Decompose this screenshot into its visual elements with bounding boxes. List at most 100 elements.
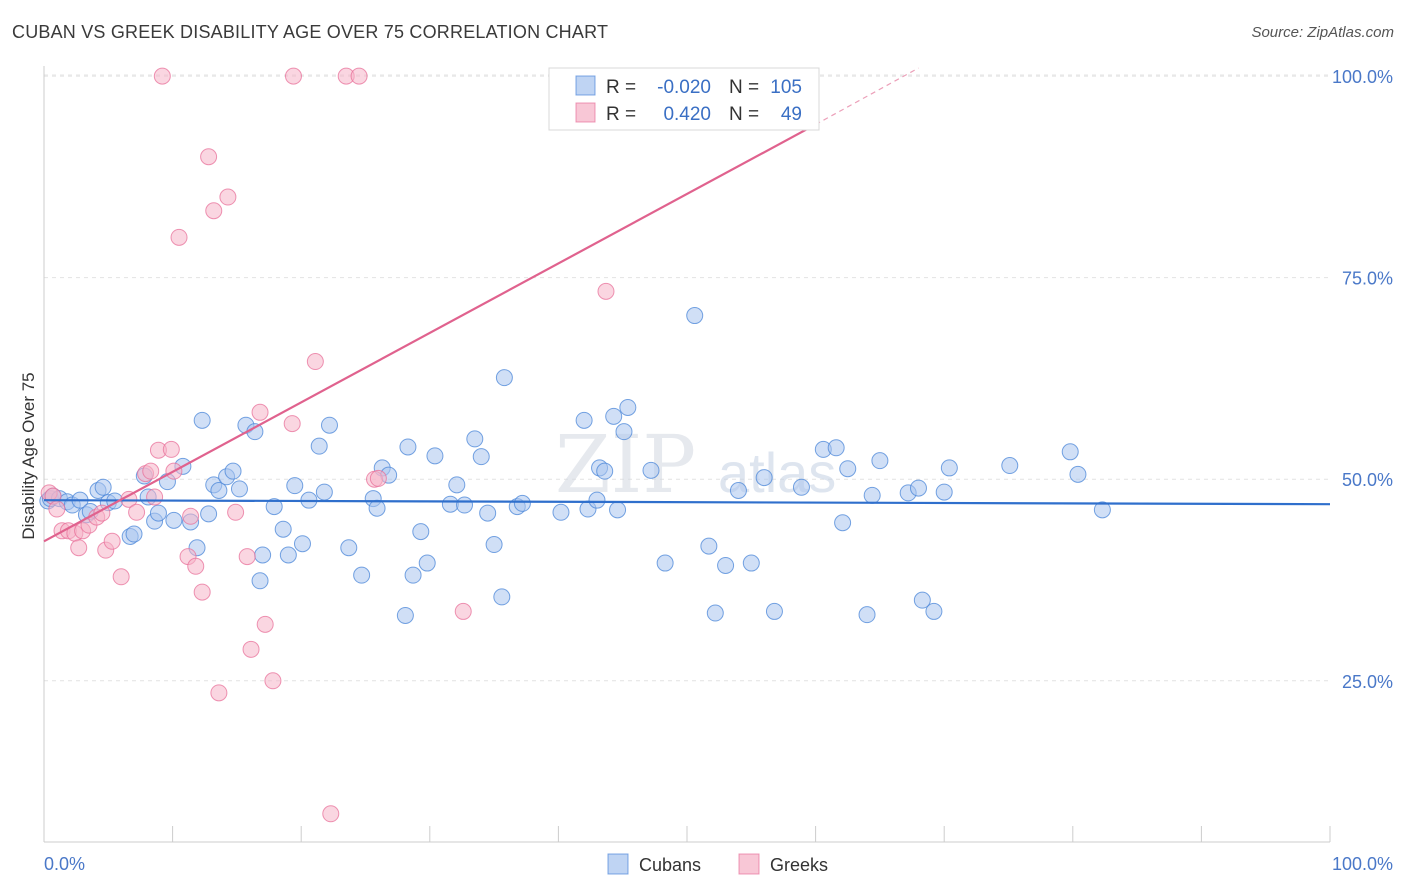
y-tick-label: 25.0% xyxy=(1342,672,1393,692)
y-tick-label: 100.0% xyxy=(1332,67,1393,87)
greeks-point xyxy=(170,228,188,246)
cubans-point xyxy=(700,537,718,555)
cubans-point xyxy=(251,572,269,590)
cubans-point xyxy=(310,437,328,455)
series-greeks-points xyxy=(40,67,615,823)
cubans-point xyxy=(1061,443,1079,461)
y-tick-labels: 25.0% 50.0% 75.0% 100.0% xyxy=(1332,67,1393,692)
greeks-point xyxy=(210,684,228,702)
greeks-point xyxy=(162,440,180,458)
cubans-point xyxy=(340,539,358,557)
cubans-point xyxy=(742,554,760,572)
cubans-point xyxy=(286,477,304,495)
cubans-point xyxy=(863,486,881,504)
greeks-point xyxy=(251,403,269,421)
greeks-point xyxy=(264,672,282,690)
greeks-point xyxy=(284,67,302,85)
cubans-point xyxy=(368,499,386,517)
greeks-point xyxy=(322,805,340,823)
greeks-point xyxy=(153,67,171,85)
greeks-point xyxy=(103,532,121,550)
cubans-point xyxy=(479,504,497,522)
legend-n-value-greeks: 49 xyxy=(781,104,802,125)
trend-line-greeks xyxy=(43,123,817,543)
greeks-point xyxy=(597,282,615,300)
greeks-point xyxy=(369,469,387,487)
legend-r-label-greeks: R = xyxy=(606,104,636,125)
cubans-point xyxy=(274,520,292,538)
x-tick-labels: 0.0% 100.0% xyxy=(44,854,1393,874)
cubans-point xyxy=(404,566,422,584)
cubans-point xyxy=(412,523,430,541)
cubans-point xyxy=(729,482,747,500)
cubans-point xyxy=(246,423,264,441)
cubans-point xyxy=(200,505,218,523)
cubans-point xyxy=(858,606,876,624)
legend-swatch-cubans-bottom xyxy=(607,853,629,875)
cubans-point xyxy=(765,602,783,620)
cubans-point xyxy=(717,556,735,574)
cubans-point xyxy=(94,478,112,496)
cubans-point xyxy=(265,498,283,516)
greeks-point xyxy=(350,67,368,85)
cubans-point xyxy=(485,536,503,554)
cubans-point xyxy=(466,430,484,448)
x-tick-label-start: 0.0% xyxy=(44,854,85,874)
greeks-point xyxy=(112,568,130,586)
cubans-point xyxy=(755,469,773,487)
greeks-point xyxy=(128,503,146,521)
legend-r-value-greeks: 0.420 xyxy=(663,104,711,125)
cubans-point xyxy=(839,460,857,478)
legend-r-label-cubans: R = xyxy=(606,77,636,98)
greeks-point xyxy=(187,557,205,575)
greeks-point xyxy=(193,583,211,601)
cubans-point xyxy=(615,423,633,441)
cubans-point xyxy=(605,407,623,425)
trend-lines xyxy=(43,67,1331,543)
legend-n-value-cubans: 105 xyxy=(770,77,802,98)
series-legend: Cubans Greeks xyxy=(607,853,828,875)
y-tick-label: 50.0% xyxy=(1342,470,1393,490)
legend-r-value-cubans: -0.020 xyxy=(657,77,711,98)
y-tick-label: 75.0% xyxy=(1342,269,1393,289)
cubans-point xyxy=(575,411,593,429)
legend-n-label-greeks: N = xyxy=(729,104,759,125)
cubans-point xyxy=(493,588,511,606)
cubans-point xyxy=(224,462,242,480)
cubans-point xyxy=(686,307,704,325)
cubans-point xyxy=(1001,457,1019,475)
legend-swatch-cubans xyxy=(575,75,596,96)
cubans-point xyxy=(165,511,183,529)
y-axis-label: Disability Age Over 75 xyxy=(19,372,38,539)
greeks-point xyxy=(256,615,274,633)
cubans-point xyxy=(448,476,466,494)
cubans-point xyxy=(588,491,606,509)
cubans-point xyxy=(320,416,338,434)
cubans-point xyxy=(353,566,371,584)
cubans-point xyxy=(642,461,660,479)
cubans-point xyxy=(472,448,490,466)
x-tick-label-end: 100.0% xyxy=(1332,854,1393,874)
greeks-point xyxy=(238,548,256,566)
cubans-point xyxy=(609,501,627,519)
cubans-point xyxy=(418,554,436,572)
cubans-point xyxy=(619,398,637,416)
legend-label-greeks: Greeks xyxy=(770,855,828,875)
cubans-point xyxy=(279,546,297,564)
cubans-point xyxy=(513,494,531,512)
legend-label-cubans: Cubans xyxy=(639,855,701,875)
cubans-point xyxy=(193,411,211,429)
cubans-point xyxy=(254,546,272,564)
cubans-point xyxy=(230,480,248,498)
trend-line-greeks-extension xyxy=(815,67,919,126)
cubans-point xyxy=(935,483,953,501)
cubans-point xyxy=(925,602,943,620)
cubans-point xyxy=(596,462,614,480)
stats-legend: R = -0.020 N = 105 R = 0.420 N = 49 xyxy=(548,67,820,131)
greeks-point xyxy=(48,500,66,518)
greeks-point xyxy=(205,202,223,220)
axes xyxy=(43,66,1331,843)
greeks-point xyxy=(219,188,237,206)
greeks-point xyxy=(182,507,200,525)
